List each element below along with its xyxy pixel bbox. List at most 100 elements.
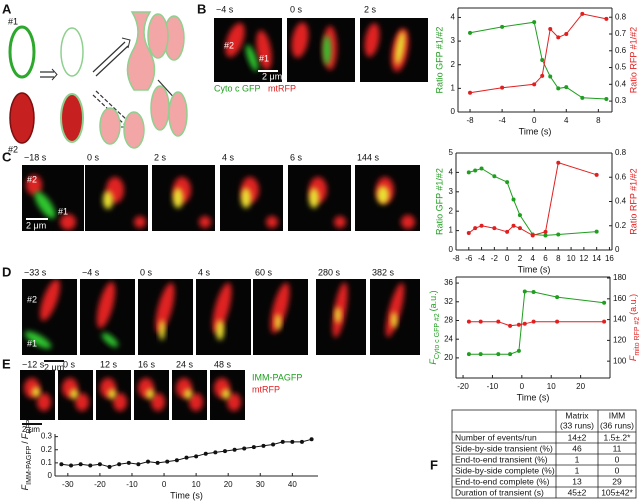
y-tick-label: 0 [48,471,53,480]
data-point [602,300,607,305]
x-tick-label: 2 [518,254,523,263]
x-tick-label: -6 [465,254,473,263]
data-point [532,20,537,25]
x-tick-label: -20 [457,382,469,391]
data-point [117,462,122,467]
y2-tick-label: 0.6 [615,172,627,181]
organelle [212,282,232,334]
y-tick-label: 0.1 [41,458,53,467]
table-header: (36 runs) [600,420,634,430]
x-tick-label: 10 [567,254,576,263]
micrograph [58,370,93,420]
organelle [34,191,56,219]
micrograph [196,279,251,355]
data-point [271,442,276,447]
data-point [543,229,548,234]
time-label: 0 s [63,359,76,369]
data-point [203,451,208,456]
data-point [555,319,560,324]
micrograph [85,165,148,231]
data-point [522,321,527,326]
y-tick-label: 24 [444,334,453,343]
mito-marker: #1 [259,53,269,63]
y-tick-label: 4 [451,13,456,22]
table-cell: Duration of transient (s) [455,487,544,497]
mito-label: #1 [8,16,18,26]
table-cell: 46 [572,443,582,453]
data-point [468,30,473,35]
y2-tick-label: 180 [613,273,627,282]
data-point [556,232,561,237]
time-label: 2 s [364,4,377,14]
data-point [500,85,505,90]
micrograph [152,165,215,231]
data-point [466,352,471,357]
organelle [184,389,192,399]
x-tick-label: 0 [520,382,525,391]
time-label: 16 s [138,359,156,369]
x-tick-label: 12 [579,254,588,263]
axis-label-part: F [20,484,30,490]
y-tick-label: 0 [451,107,456,116]
axis-label: Ratio RFP #1/#2 [628,168,638,234]
y2-tick-label: 0.2 [615,221,627,230]
data-point [479,166,484,171]
blobs [176,378,203,411]
data-point [555,295,560,300]
data-point [540,58,545,62]
axis-label-part: Cyto c GFP #2 [434,313,441,359]
blobs [309,177,346,228]
x-tick-label: 0 [532,116,537,125]
micrograph [22,279,77,355]
y-tick-label: 5 [449,148,454,157]
organelle [70,389,78,399]
data-point [531,289,536,294]
organelle [401,215,415,229]
data-point [466,319,471,324]
micrograph [316,279,366,355]
x-tick-label: -4 [499,116,507,125]
data-point [309,437,314,442]
time-label: 24 s [176,359,194,369]
organelle [96,281,116,329]
table-cell: 1.5±.2* [604,432,632,442]
data-point [517,213,522,218]
data-point [517,226,522,231]
axis-label: Ratio GFP #1/#2 [434,168,444,235]
blobs [376,177,415,229]
data-point [548,26,553,31]
y2-tick-label: 0.4 [615,197,627,206]
axis-label-part: mito RFP #2 [634,317,640,356]
data-point [165,459,170,464]
data-point [473,168,478,173]
data-point [540,73,545,78]
axis-label: Time (s) [519,126,552,136]
panel-label: A [2,1,12,16]
blobs [24,378,51,411]
time-label: 60 s [255,267,273,277]
axis-label: FIMM-PAGFP/FRFP [20,419,33,490]
mito-marker: #2 [27,294,37,304]
data-point [511,223,516,228]
y-tick-label: 2 [449,206,454,215]
y2-tick-label: 0.7 [615,29,627,38]
data-point [478,352,483,357]
table-cell: 0 [615,465,620,475]
x-tick-label: -10 [487,382,499,391]
organelle [256,30,272,70]
organelle [334,216,346,228]
data-point [232,447,237,452]
x-tick-label: 20 [576,382,585,391]
organelle [225,22,245,58]
table-cell: End-to-end complete (%) [455,476,550,486]
x-tick-label: 10 [547,382,556,391]
series-line [469,21,607,100]
table-cell: 45±2 [568,487,587,497]
organelle [108,389,116,399]
time-label: −4 s [216,4,234,14]
organelle [275,314,281,330]
data-point [556,86,561,91]
series-line [468,162,597,236]
